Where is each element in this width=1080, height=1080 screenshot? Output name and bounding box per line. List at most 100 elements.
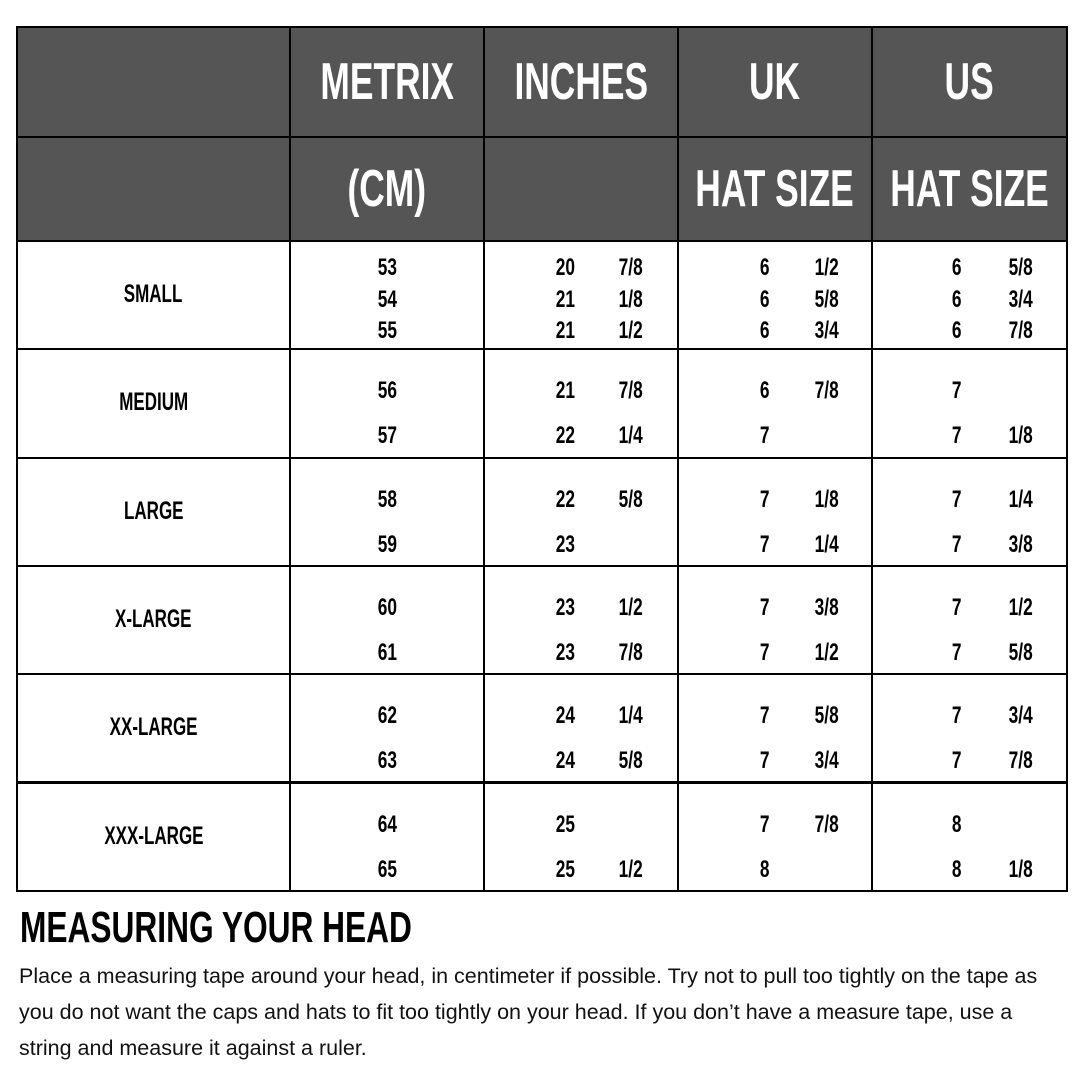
- whole-value-text: 7: [952, 702, 962, 730]
- fraction-value-text: 1/2: [618, 317, 644, 344]
- whole-value-text: 6: [760, 286, 770, 313]
- whole-value-text: 23: [555, 530, 575, 558]
- header-cell-inches: [483, 136, 679, 242]
- header-cell-us: HAT SIZE: [871, 136, 1068, 242]
- metric-value: 58: [291, 487, 483, 512]
- size-label: MEDIUM: [18, 388, 289, 417]
- fraction-value-text: 7/8: [814, 377, 840, 405]
- whole-value-text: 7: [952, 485, 962, 513]
- whole-value: 21: [551, 379, 579, 403]
- fraction-value-text: 5/8: [814, 286, 840, 313]
- metric-value-text: 60: [377, 593, 397, 621]
- size-label: XX-LARGE: [18, 713, 289, 742]
- metric-value: 61: [291, 638, 483, 666]
- whole-value-text: 6: [760, 317, 770, 344]
- whole-value-text: 6: [952, 286, 962, 313]
- cell-metric: 53 54 55: [289, 240, 485, 351]
- header-label: US: [944, 53, 995, 111]
- whole-value: 7: [943, 485, 971, 513]
- whole-value: 7: [751, 704, 779, 728]
- fraction-value-text: 1/8: [618, 286, 644, 313]
- whole-value: 23: [551, 640, 579, 665]
- fraction-value-text: 5/8: [814, 702, 840, 730]
- cell-us: 6 5/8 6 3/4 6 7/8: [871, 240, 1068, 351]
- header-label: INCHES: [514, 53, 648, 111]
- whole-value: 7: [943, 593, 971, 621]
- header-cell-size: [16, 26, 291, 138]
- fraction-value-text: 1/4: [618, 702, 644, 730]
- size-label-text: SMALL: [124, 280, 183, 309]
- size-chart-table: METRIX INCHES UK US (CM) HAT SIZE HAT SIZE SMAL…: [16, 26, 1068, 892]
- whole-value-text: 7: [760, 485, 770, 513]
- fraction-value: 7/8: [999, 749, 1043, 773]
- fraction-value-text: 3/4: [814, 317, 840, 344]
- whole-value-text: 7: [952, 377, 962, 405]
- fraction-value: 7/8: [609, 256, 653, 280]
- whole-value: 6: [751, 379, 779, 403]
- metric-value-text: 56: [377, 377, 397, 405]
- whole-value-text: 22: [555, 485, 575, 513]
- whole-value-text: 7: [952, 422, 962, 450]
- whole-value: 8: [943, 855, 971, 883]
- whole-value: 7: [943, 704, 971, 728]
- cell-uk: 7 5/8 7 3/4: [677, 673, 873, 784]
- whole-value-text: 7: [952, 593, 962, 621]
- metric-value: 56: [291, 379, 483, 403]
- cell-uk: 7 7/8 8: [677, 781, 873, 892]
- metric-value: 62: [291, 704, 483, 728]
- header-cell-inches: INCHES: [483, 26, 679, 138]
- whole-value: 7: [751, 424, 779, 448]
- metric-value: 57: [291, 424, 483, 448]
- size-label-cell: MEDIUM: [16, 348, 291, 459]
- metric-value: 59: [291, 530, 483, 558]
- fraction-value: 5/8: [805, 704, 849, 728]
- section-title-text: MEASURING YOUR HEAD: [20, 903, 412, 952]
- fraction-value: 5/8: [805, 288, 849, 312]
- fraction-value-text: 1/2: [1008, 593, 1034, 621]
- size-label-cell: X-LARGE: [16, 564, 291, 676]
- whole-value: 20: [551, 256, 579, 280]
- whole-value: 23: [551, 595, 579, 620]
- size-label-text: MEDIUM: [119, 388, 188, 417]
- whole-value: 7: [751, 595, 779, 620]
- whole-value-text: 7: [760, 810, 770, 838]
- header-label: (CM): [347, 160, 427, 218]
- whole-value-text: 6: [760, 377, 770, 405]
- size-label-text: X-LARGE: [115, 605, 192, 634]
- fraction-value: 1/8: [999, 424, 1043, 448]
- cell-metric: 58 59: [289, 456, 485, 567]
- cell-metric: 64 65: [289, 781, 485, 892]
- header-cell-metric: (CM): [289, 136, 485, 242]
- whole-value: 24: [551, 749, 579, 773]
- whole-value-text: 8: [952, 855, 962, 883]
- size-label: SMALL: [18, 280, 289, 309]
- metric-value-text: 61: [377, 638, 397, 666]
- whole-value: 7: [751, 640, 779, 665]
- fraction-value: 5/8: [999, 256, 1043, 280]
- whole-value: 6: [943, 256, 971, 280]
- whole-value-text: 6: [760, 254, 770, 281]
- fraction-value-text: 1/8: [814, 485, 840, 513]
- whole-value: 7: [943, 532, 971, 557]
- whole-value: 7: [751, 749, 779, 773]
- fraction-value: 1/2: [609, 857, 653, 882]
- fraction-value: 1/2: [805, 256, 849, 280]
- whole-value-text: 7: [952, 747, 962, 775]
- whole-value: 25: [551, 857, 579, 882]
- fraction-value: 1/8: [805, 485, 849, 513]
- metric-value-text: 59: [377, 530, 397, 558]
- whole-value-text: 8: [760, 855, 770, 883]
- cell-us: 8 8 1/8: [871, 781, 1068, 892]
- size-label: XXX-LARGE: [18, 822, 289, 851]
- whole-value-text: 7: [760, 702, 770, 730]
- fraction-value: 1/2: [999, 593, 1043, 621]
- cell-metric: 60 61: [289, 564, 485, 676]
- cell-inches: 20 7/8 21 1/8 21 1/2: [483, 240, 679, 351]
- whole-value-text: 20: [555, 254, 575, 281]
- fraction-value: 1/4: [609, 424, 653, 448]
- fraction-value-text: 3/4: [1008, 286, 1034, 313]
- fraction-value: 1/2: [609, 595, 653, 620]
- whole-value-text: 25: [555, 810, 575, 838]
- fraction-value: 3/8: [805, 595, 849, 620]
- size-label-text: XXX-LARGE: [103, 821, 204, 850]
